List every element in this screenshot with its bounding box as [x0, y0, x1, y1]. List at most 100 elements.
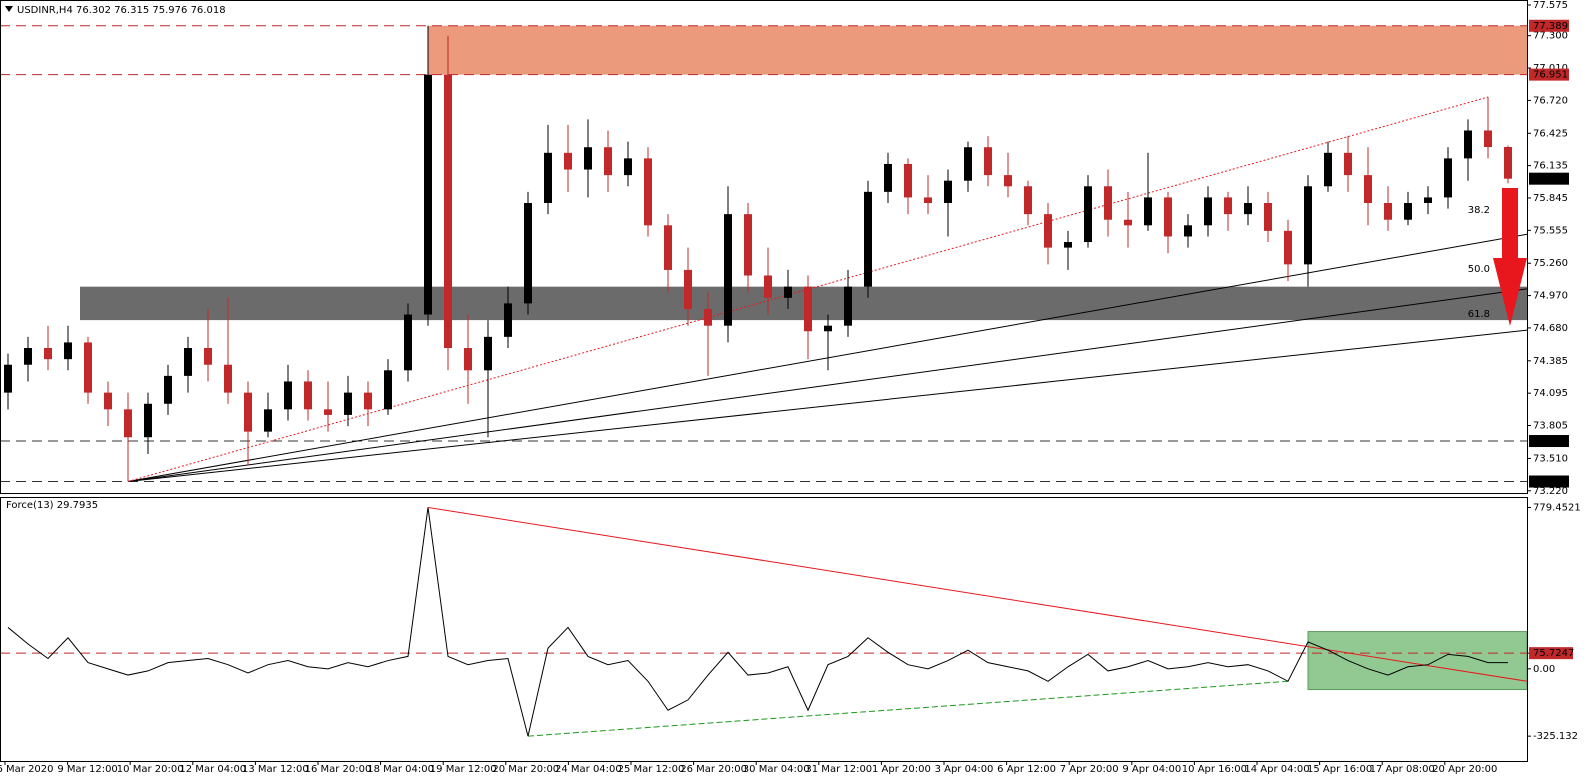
candle-body — [644, 158, 652, 226]
candle-body — [464, 348, 472, 371]
candle-body — [864, 191, 872, 287]
level-badge — [1529, 68, 1569, 81]
candle-body — [1444, 158, 1452, 198]
candle-body — [1084, 186, 1092, 243]
candle-body — [1064, 242, 1072, 248]
indicator-uptrend — [527, 680, 1289, 737]
candle-body — [1124, 219, 1132, 226]
indicator-name: Force(13) — [6, 500, 54, 511]
candle-body — [1204, 197, 1212, 226]
candle-body — [1504, 147, 1512, 179]
y-tick-label: 76.425 — [1533, 128, 1568, 139]
fan-line — [127, 288, 1528, 483]
candle-body — [884, 163, 892, 192]
x-tick-label: 20 Apr 20:00 — [1432, 764, 1497, 775]
x-tick-label: 24 Mar 04:00 — [555, 764, 622, 775]
y-tick-label: 74.970 — [1533, 291, 1568, 302]
x-tick-label: 10 Apr 16:00 — [1182, 764, 1247, 775]
y-tick-label: 75.7247 — [1533, 648, 1574, 659]
y-tick-label: 75.555 — [1533, 225, 1568, 236]
candle-body — [584, 147, 592, 170]
level-badge — [1529, 475, 1569, 488]
y-tick-label: 75.260 — [1533, 258, 1568, 269]
x-tick-label: 9 Apr 04:00 — [1122, 764, 1181, 775]
candle-body — [404, 314, 412, 371]
close: 76.018 — [191, 5, 226, 16]
x-tick-label: 6 Mar 2020 — [0, 764, 54, 775]
fan-label: 61.8 — [1468, 309, 1490, 320]
y-tick-label: 77.010 — [1533, 63, 1568, 74]
level-label: 73.303 — [1533, 477, 1568, 488]
candle-body — [64, 342, 72, 360]
indicator-value: 29.7935 — [57, 500, 98, 511]
x-tick-label: 26 Mar 20:00 — [680, 764, 747, 775]
y-tick-label: 74.095 — [1533, 388, 1568, 399]
level-badge — [1529, 435, 1569, 448]
candle-body — [524, 203, 532, 304]
candle-body — [924, 197, 932, 203]
candle-body — [1464, 130, 1472, 159]
fan-label: 50.0 — [1468, 264, 1490, 275]
level-label: 76.951 — [1533, 70, 1568, 81]
candle-body — [844, 286, 852, 326]
candle-body — [504, 303, 512, 337]
candle-body — [624, 158, 632, 176]
candle-body — [424, 74, 432, 315]
level-label: 77.389 — [1533, 21, 1568, 32]
candle-body — [1384, 203, 1392, 220]
x-tick-label: 16 Mar 20:00 — [305, 764, 372, 775]
y-tick-label: 77.575 — [1533, 0, 1568, 11]
support-zone — [80, 286, 1527, 321]
candle-body — [224, 364, 232, 393]
x-tick-label: 15 Apr 16:00 — [1307, 764, 1372, 775]
candle-body — [1424, 197, 1432, 203]
y-tick-label: 74.385 — [1533, 356, 1568, 367]
candle-body — [824, 325, 832, 332]
indicator-downtrend — [427, 506, 1528, 682]
candle-body — [104, 392, 112, 410]
y-tick-label: 76.135 — [1533, 161, 1568, 172]
candle-body — [724, 214, 732, 326]
candle-body — [284, 381, 292, 410]
candle-body — [964, 147, 972, 181]
x-tick-label: 25 Mar 12:00 — [618, 764, 685, 775]
candle-body — [1304, 186, 1312, 265]
x-tick-label: 9 Mar 12:00 — [57, 764, 117, 775]
x-tick-label: 19 Mar 12:00 — [430, 764, 497, 775]
indicator-zone — [1307, 631, 1528, 691]
indicator-frame — [0, 497, 1528, 762]
y-tick-label: 0.00 — [1533, 664, 1555, 675]
price-frame — [0, 0, 1528, 494]
x-tick-label: 3 Apr 04:00 — [935, 764, 994, 775]
candle-body — [144, 403, 152, 438]
force-line — [7, 507, 1509, 737]
y-tick-label: 76.720 — [1533, 95, 1568, 106]
candle-body — [344, 392, 352, 415]
candle-body — [744, 214, 752, 276]
candle-body — [264, 409, 272, 432]
symbol: USDINR,H4 — [17, 5, 73, 16]
x-tick-label: 31 Mar 12:00 — [805, 764, 872, 775]
candle-body — [1044, 214, 1052, 248]
fan-line — [127, 329, 1528, 483]
level-label: 76.018 — [1533, 174, 1568, 185]
fan-label: 38.2 — [1468, 205, 1490, 216]
candle-body — [244, 392, 252, 432]
y-tick-label: 75.845 — [1533, 193, 1568, 204]
candle-body — [44, 348, 52, 360]
candle-body — [604, 147, 612, 176]
candle-body — [944, 180, 952, 203]
candle-body — [664, 225, 672, 270]
indicator-header: Force(13) 29.7935 — [6, 500, 98, 511]
candle-body — [1144, 197, 1152, 226]
candle-body — [544, 152, 552, 203]
price-header: USDINR,H4 76.302 76.315 75.976 76.018 — [17, 5, 226, 16]
candle-body — [1324, 152, 1332, 187]
candle-body — [1264, 203, 1272, 231]
candle-body — [1224, 197, 1232, 215]
candle-body — [84, 342, 92, 393]
open: 76.302 — [76, 5, 111, 16]
candle-body — [1364, 175, 1372, 203]
candle-body — [1104, 186, 1112, 220]
